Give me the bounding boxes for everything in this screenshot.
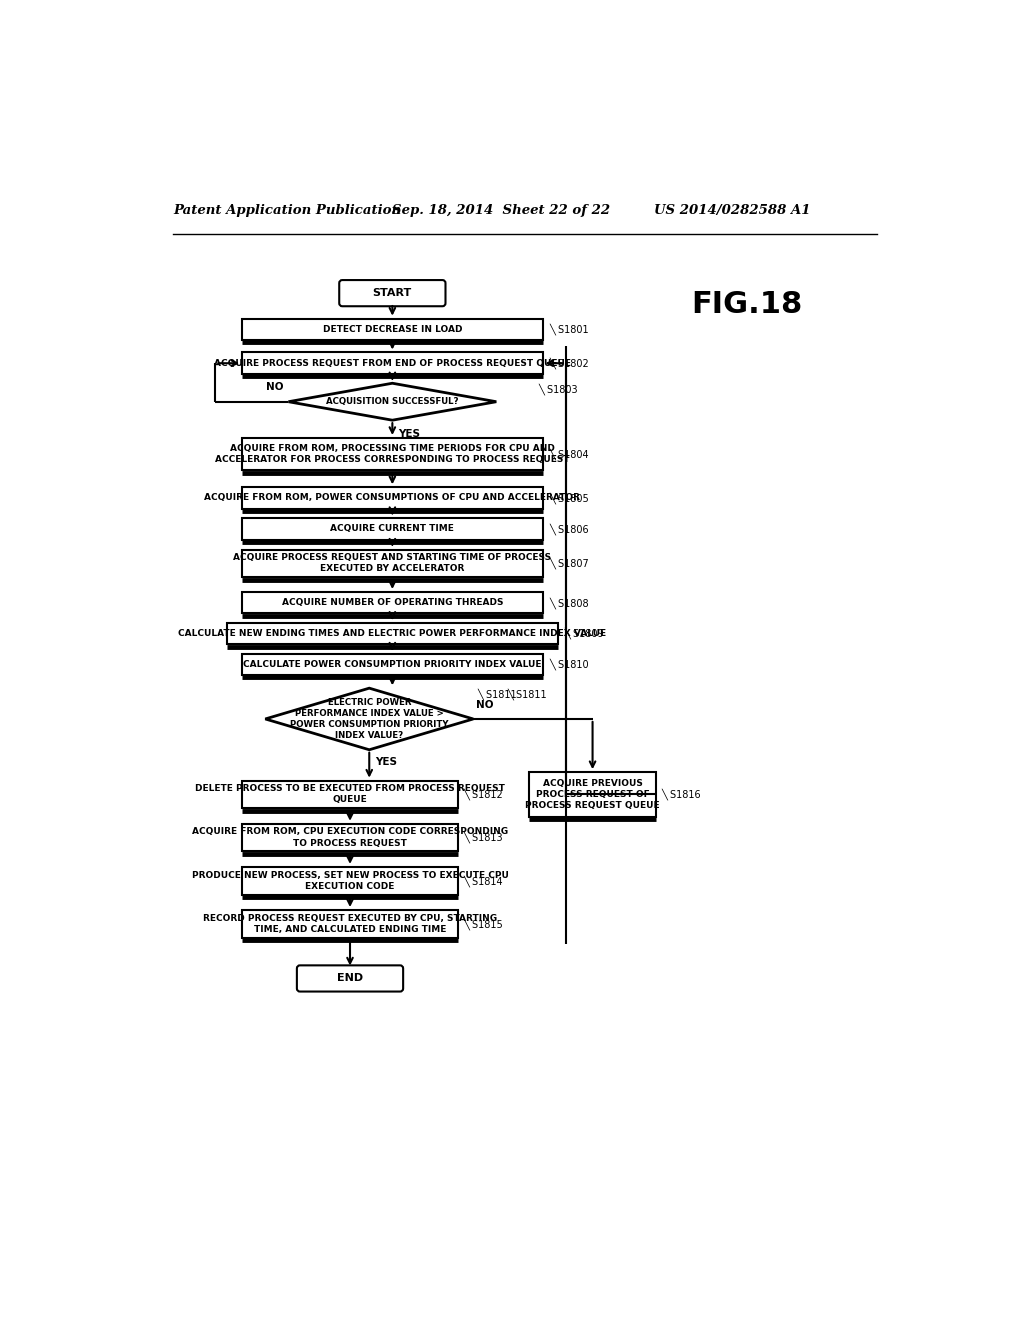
Text: CALCULATE POWER CONSUMPTION PRIORITY INDEX VALUE: CALCULATE POWER CONSUMPTION PRIORITY IND…	[243, 660, 542, 669]
Text: ACQUIRE NUMBER OF OPERATING THREADS: ACQUIRE NUMBER OF OPERATING THREADS	[282, 598, 503, 607]
Bar	[243, 867, 458, 895]
Bar	[243, 438, 543, 470]
Bar	[243, 824, 458, 851]
Polygon shape	[289, 383, 497, 420]
Text: ╲ S1811: ╲ S1811	[508, 689, 548, 700]
Text: ╲ S1803: ╲ S1803	[539, 384, 579, 395]
Bar	[243, 517, 543, 540]
Bar	[243, 487, 543, 508]
Text: ╲ S1804: ╲ S1804	[550, 449, 589, 459]
Text: ╲ S1810: ╲ S1810	[550, 659, 589, 671]
Text: ╲ S1811: ╲ S1811	[478, 689, 517, 700]
Text: Patent Application Publication: Patent Application Publication	[173, 205, 401, 218]
Text: ACQUISITION SUCCESSFUL?: ACQUISITION SUCCESSFUL?	[326, 397, 459, 407]
Text: ╲ S1809: ╲ S1809	[565, 627, 604, 639]
Bar	[243, 318, 543, 341]
Text: ACQUIRE PROCESS REQUEST AND STARTING TIME OF PROCESS
EXECUTED BY ACCELERATOR: ACQUIRE PROCESS REQUEST AND STARTING TIM…	[233, 553, 551, 573]
Bar	[243, 780, 458, 808]
Bar	[226, 623, 558, 644]
Text: ╲ S1805: ╲ S1805	[550, 492, 589, 504]
Text: Sep. 18, 2014  Sheet 22 of 22: Sep. 18, 2014 Sheet 22 of 22	[392, 205, 610, 218]
Text: FIG.18: FIG.18	[691, 290, 802, 319]
Text: ╲ S1801: ╲ S1801	[550, 323, 589, 335]
Bar	[243, 549, 543, 577]
Text: DELETE PROCESS TO BE EXECUTED FROM PROCESS REQUEST
QUEUE: DELETE PROCESS TO BE EXECUTED FROM PROCE…	[196, 784, 505, 804]
Text: ╲ S1814: ╲ S1814	[463, 875, 503, 887]
Bar	[243, 352, 543, 374]
Text: ACQUIRE FROM ROM, PROCESSING TIME PERIODS FOR CPU AND
ACCELERATOR FOR PROCESS CO: ACQUIRE FROM ROM, PROCESSING TIME PERIOD…	[215, 444, 569, 465]
Text: NO: NO	[266, 383, 284, 392]
Text: ╲ S1815: ╲ S1815	[463, 917, 503, 929]
Text: CALCULATE NEW ENDING TIMES AND ELECTRIC POWER PERFORMANCE INDEX VALUE: CALCULATE NEW ENDING TIMES AND ELECTRIC …	[178, 630, 606, 638]
Text: ╲ S1807: ╲ S1807	[550, 557, 589, 569]
Bar	[243, 909, 458, 937]
Text: START: START	[373, 288, 412, 298]
Text: DETECT DECREASE IN LOAD: DETECT DECREASE IN LOAD	[323, 325, 462, 334]
Text: ╲ S1816: ╲ S1816	[662, 788, 701, 800]
Text: PRODUCE NEW PROCESS, SET NEW PROCESS TO EXECUTE CPU
EXECUTION CODE: PRODUCE NEW PROCESS, SET NEW PROCESS TO …	[191, 871, 509, 891]
Text: US 2014/0282588 A1: US 2014/0282588 A1	[654, 205, 811, 218]
Bar	[529, 772, 656, 817]
Text: YES: YES	[398, 429, 421, 440]
Text: ACQUIRE CURRENT TIME: ACQUIRE CURRENT TIME	[331, 524, 455, 533]
Text: ╲ S1806: ╲ S1806	[550, 523, 589, 535]
Bar	[243, 653, 543, 675]
Text: ╲ S1808: ╲ S1808	[550, 597, 589, 609]
Text: ╲ S1813: ╲ S1813	[463, 832, 503, 843]
Polygon shape	[265, 688, 473, 750]
Text: ACQUIRE FROM ROM, POWER CONSUMPTIONS OF CPU AND ACCELERATOR: ACQUIRE FROM ROM, POWER CONSUMPTIONS OF …	[205, 494, 581, 503]
Text: ACQUIRE FROM ROM, CPU EXECUTION CODE CORRESPONDING
TO PROCESS REQUEST: ACQUIRE FROM ROM, CPU EXECUTION CODE COR…	[191, 828, 508, 847]
Text: ELECTRIC POWER
PERFORMANCE INDEX VALUE >
POWER CONSUMPTION PRIORITY
INDEX VALUE?: ELECTRIC POWER PERFORMANCE INDEX VALUE >…	[290, 698, 449, 741]
Text: END: END	[337, 973, 364, 983]
Text: RECORD PROCESS REQUEST EXECUTED BY CPU, STARTING
TIME, AND CALCULATED ENDING TIM: RECORD PROCESS REQUEST EXECUTED BY CPU, …	[203, 913, 497, 933]
Text: ACQUIRE PROCESS REQUEST FROM END OF PROCESS REQUEST QUEUE: ACQUIRE PROCESS REQUEST FROM END OF PROC…	[214, 359, 570, 368]
Text: NO: NO	[476, 700, 494, 710]
FancyBboxPatch shape	[339, 280, 445, 306]
Text: ╲ S1812: ╲ S1812	[463, 788, 503, 800]
Text: ╲ S1802: ╲ S1802	[550, 358, 589, 370]
Text: YES: YES	[376, 758, 397, 767]
FancyBboxPatch shape	[297, 965, 403, 991]
Bar	[243, 591, 543, 614]
Text: ACQUIRE PREVIOUS
PROCESS REQUEST OF
PROCESS REQUEST QUEUE: ACQUIRE PREVIOUS PROCESS REQUEST OF PROC…	[525, 779, 659, 810]
